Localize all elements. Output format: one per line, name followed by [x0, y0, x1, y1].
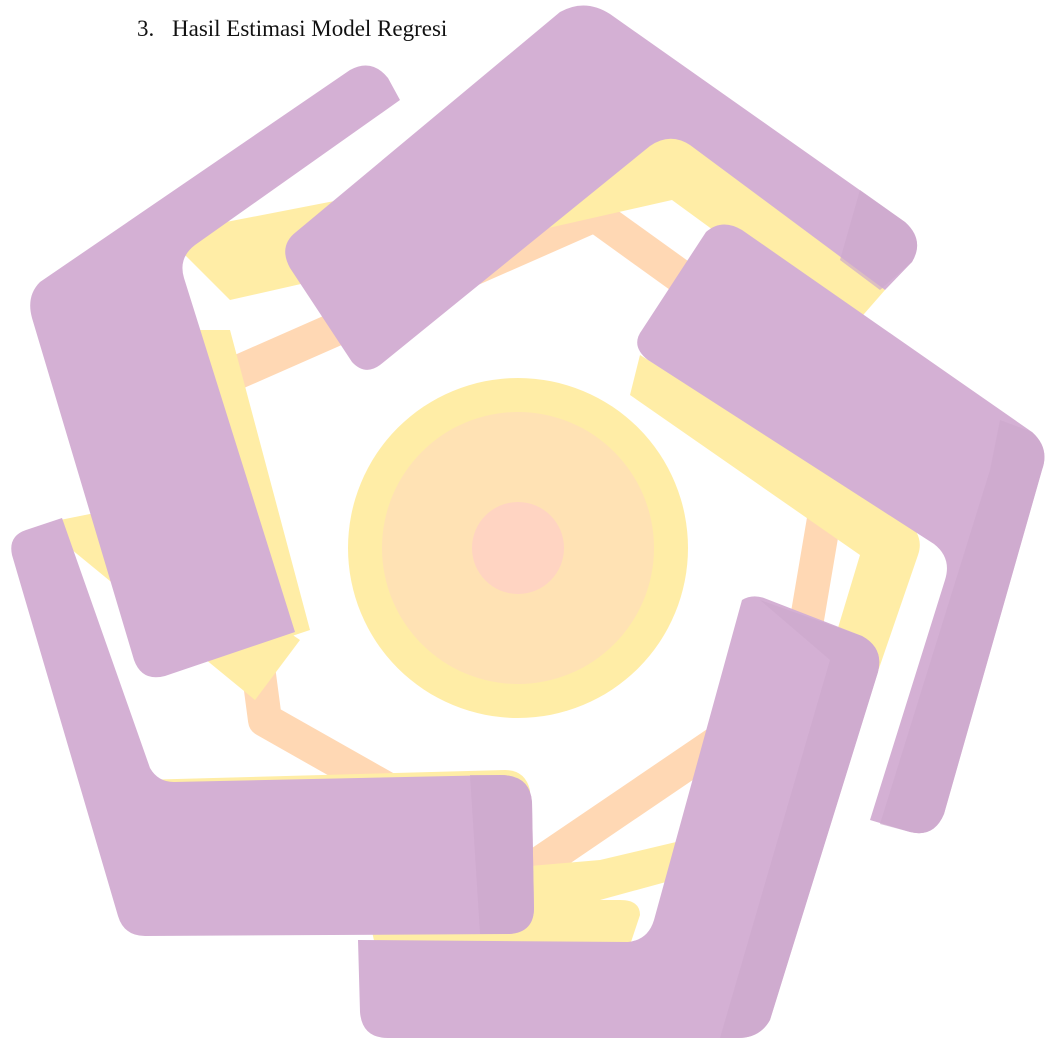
watermark-blade-bottom	[358, 596, 880, 1038]
watermark-blade-shading	[470, 190, 1045, 1038]
watermark-blade-upper-left	[30, 65, 400, 678]
section-heading: 3. Hasil Estimasi Model Regresi	[137, 16, 447, 42]
section-title: Hasil Estimasi Model Regresi	[172, 16, 448, 41]
section-number: 3.	[137, 16, 155, 41]
watermark-blade-top	[285, 5, 918, 370]
watermark-blade-lower-left	[11, 518, 535, 936]
watermark-center-circle	[348, 378, 688, 718]
